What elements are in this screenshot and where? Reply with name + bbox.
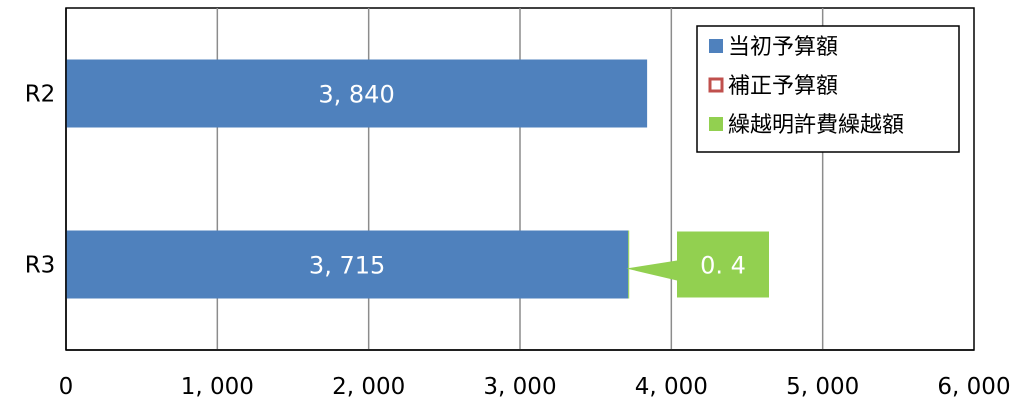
callout-pointer-R3-series-2 — [626, 260, 677, 281]
callout-label-R3-series-2: 0. 4 — [700, 252, 746, 280]
x-tick-label-2: 2, 000 — [332, 374, 405, 400]
x-tick-label-0: 0 — [59, 374, 74, 400]
legend-swatch-series-2 — [709, 117, 723, 131]
x-tick-label-4: 4, 000 — [635, 374, 708, 400]
legend-label-series-0: 当初予算額 — [728, 35, 838, 60]
x-tick-label-6: 6, 000 — [937, 374, 1010, 400]
bar-R2-series-0 — [66, 59, 648, 128]
legend-label-series-1: 補正予算額 — [728, 74, 838, 99]
x-tick-labels: 0 1, 000 2, 000 3, 000 4, 000 5, 000 6, 000 — [59, 374, 1011, 400]
bars — [66, 59, 648, 299]
category-label-R3: R3 — [25, 253, 56, 279]
category-labels: R2 R3 — [25, 82, 56, 279]
callout-box-R3-series-2 — [677, 231, 769, 298]
legend-label-series-2: 繰越明許費繰越額 — [728, 113, 904, 138]
x-tick-label-3: 3, 000 — [483, 374, 556, 400]
bar-R3-series-0 — [66, 230, 629, 299]
bar-R3-series-2 — [628, 230, 630, 299]
legend-swatch-series-1 — [708, 77, 724, 93]
category-label-R2: R2 — [25, 82, 56, 108]
legend-box — [696, 25, 960, 153]
bar-label-R2-series-0: 3, 840 — [318, 81, 394, 109]
legend-swatch-series-0 — [709, 39, 723, 53]
bar-label-R3-series-0: 3, 715 — [309, 252, 385, 280]
data-callouts: 0. 4 — [626, 231, 769, 298]
bar-labels: 3, 840 3, 715 — [309, 81, 395, 280]
x-tick-label-5: 5, 000 — [786, 374, 859, 400]
x-tick-label-1: 1, 000 — [181, 374, 254, 400]
